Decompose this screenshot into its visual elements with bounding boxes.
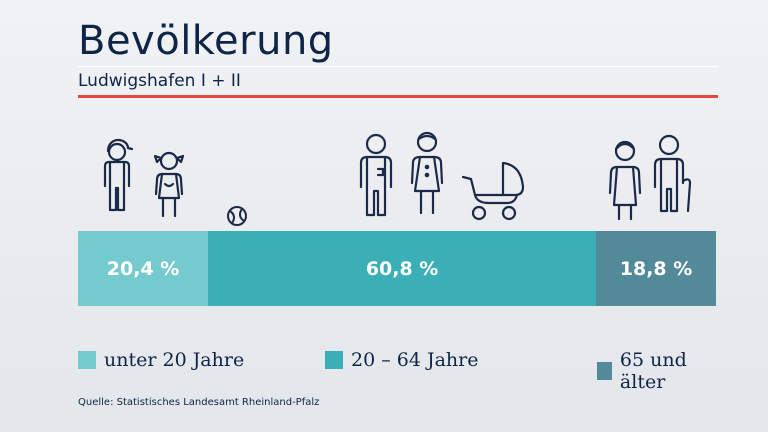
man-icon — [359, 133, 393, 217]
accent-divider — [78, 95, 718, 98]
legend-label: 20 – 64 Jahre — [351, 349, 479, 371]
legend-swatch — [597, 362, 612, 380]
boy-icon — [103, 138, 134, 212]
bar-segment-label: 18,8 % — [619, 257, 693, 280]
legend-swatch — [325, 351, 343, 369]
bar-segment-label: 20,4 % — [106, 257, 180, 280]
legend-swatch — [78, 351, 96, 369]
stroller-icon — [461, 161, 525, 221]
title-divider — [78, 66, 718, 67]
legend: unter 20 Jahre 20 – 64 Jahre 65 und älter — [78, 349, 718, 393]
page-subtitle: Ludwigshafen I + II — [78, 71, 241, 91]
legend-label: 65 und älter — [619, 349, 687, 393]
legend-item: 65 und älter — [597, 349, 718, 393]
bar-segment: 60,8 % — [208, 231, 597, 306]
stacked-bar: 20,4 % 60,8 % 18,8 % — [78, 231, 716, 306]
legend-item: unter 20 Jahre — [78, 349, 244, 371]
page-title: Bevölkerung — [78, 18, 334, 64]
legend-label: unter 20 Jahre — [104, 349, 245, 371]
ball-icon — [227, 206, 247, 226]
legend-item: 20 – 64 Jahre — [325, 349, 478, 371]
old-woman-icon — [608, 140, 642, 221]
bar-segment: 20,4 % — [78, 231, 209, 306]
bar-segment-label: 60,8 % — [365, 257, 439, 280]
woman-icon — [410, 131, 444, 215]
old-man-icon — [653, 134, 692, 213]
bar-segment: 18,8 % — [596, 231, 716, 306]
girl-icon — [153, 151, 185, 218]
source-note: Quelle: Statistisches Landesamt Rheinlan… — [78, 397, 320, 408]
